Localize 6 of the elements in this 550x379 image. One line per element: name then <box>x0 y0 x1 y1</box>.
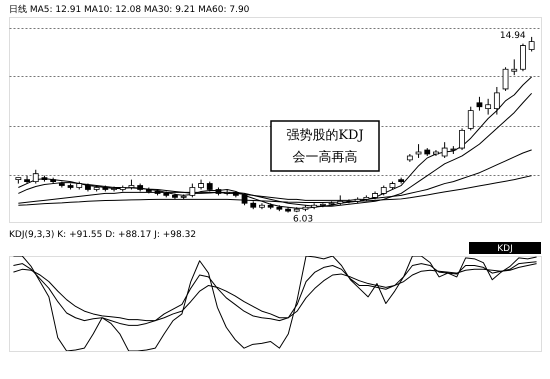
annotation: 6.03 <box>293 214 314 225</box>
annotation: 强势股的KDJ 会一高再高 <box>286 128 364 165</box>
annotation: 14.94 <box>500 30 526 41</box>
chart-title: 日线 MA5: 12.91 MA10: 12.08 MA30: 9.21 MA60: 7.90 <box>9 4 250 15</box>
text: KDJ <box>497 244 513 254</box>
chart-title: KDJ(9,3,3) K: +91.55 D: +88.17 J: +98.32 <box>9 230 196 240</box>
